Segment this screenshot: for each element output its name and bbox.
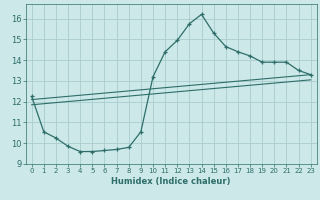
- X-axis label: Humidex (Indice chaleur): Humidex (Indice chaleur): [111, 177, 231, 186]
